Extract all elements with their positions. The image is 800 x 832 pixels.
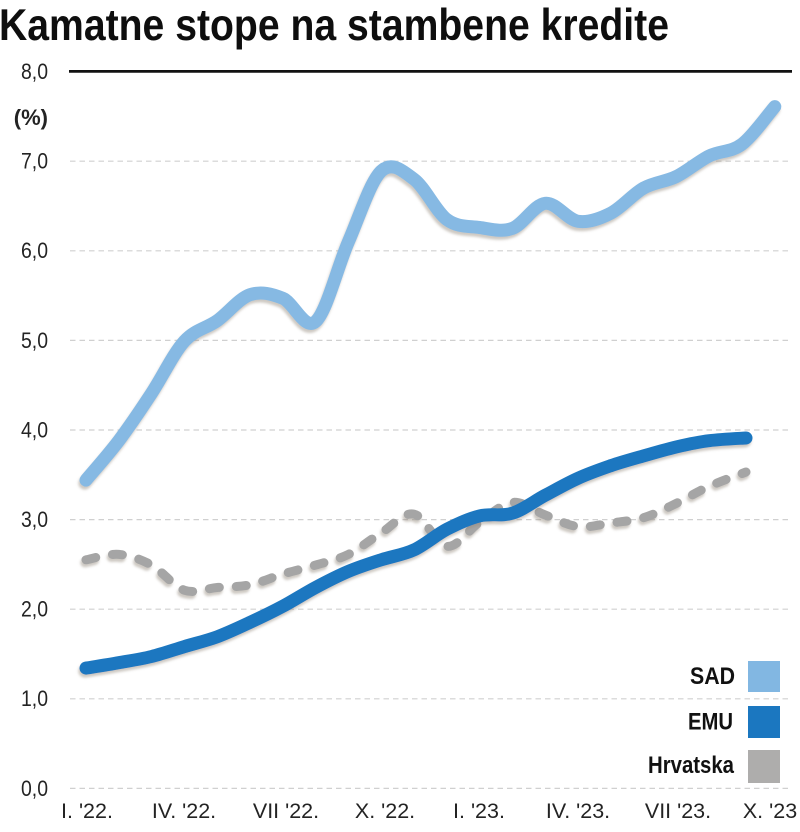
- svg-text:I. '23.: I. '23.: [453, 799, 505, 823]
- svg-text:I. '22.: I. '22.: [61, 799, 113, 823]
- svg-text:VII '23.: VII '23.: [645, 799, 711, 823]
- svg-text:VII '22.: VII '22.: [253, 799, 319, 823]
- svg-text:3,0: 3,0: [21, 507, 48, 532]
- svg-text:Kamatne stope na stambene kred: Kamatne stope na stambene kredite: [0, 1, 669, 50]
- svg-text:5,0: 5,0: [21, 328, 48, 353]
- svg-text:7,0: 7,0: [21, 149, 48, 174]
- svg-text:1,0: 1,0: [21, 686, 48, 711]
- svg-text:4,0: 4,0: [21, 417, 48, 442]
- svg-text:EMU: EMU: [688, 709, 733, 736]
- svg-text:2,0: 2,0: [21, 597, 48, 622]
- svg-text:Hrvatska: Hrvatska: [648, 752, 735, 779]
- svg-text:6,0: 6,0: [21, 238, 48, 263]
- svg-text:SAD: SAD: [690, 663, 735, 690]
- svg-text:X. '22.: X. '22.: [355, 799, 415, 823]
- svg-text:8,0: 8,0: [21, 59, 48, 84]
- svg-text:IV. '23.: IV. '23.: [546, 799, 610, 823]
- svg-text:0,0: 0,0: [21, 776, 48, 801]
- svg-text:X. '23: X. '23: [743, 799, 797, 823]
- svg-text:(%): (%): [14, 105, 48, 130]
- svg-text:IV. '22.: IV. '22.: [152, 799, 216, 823]
